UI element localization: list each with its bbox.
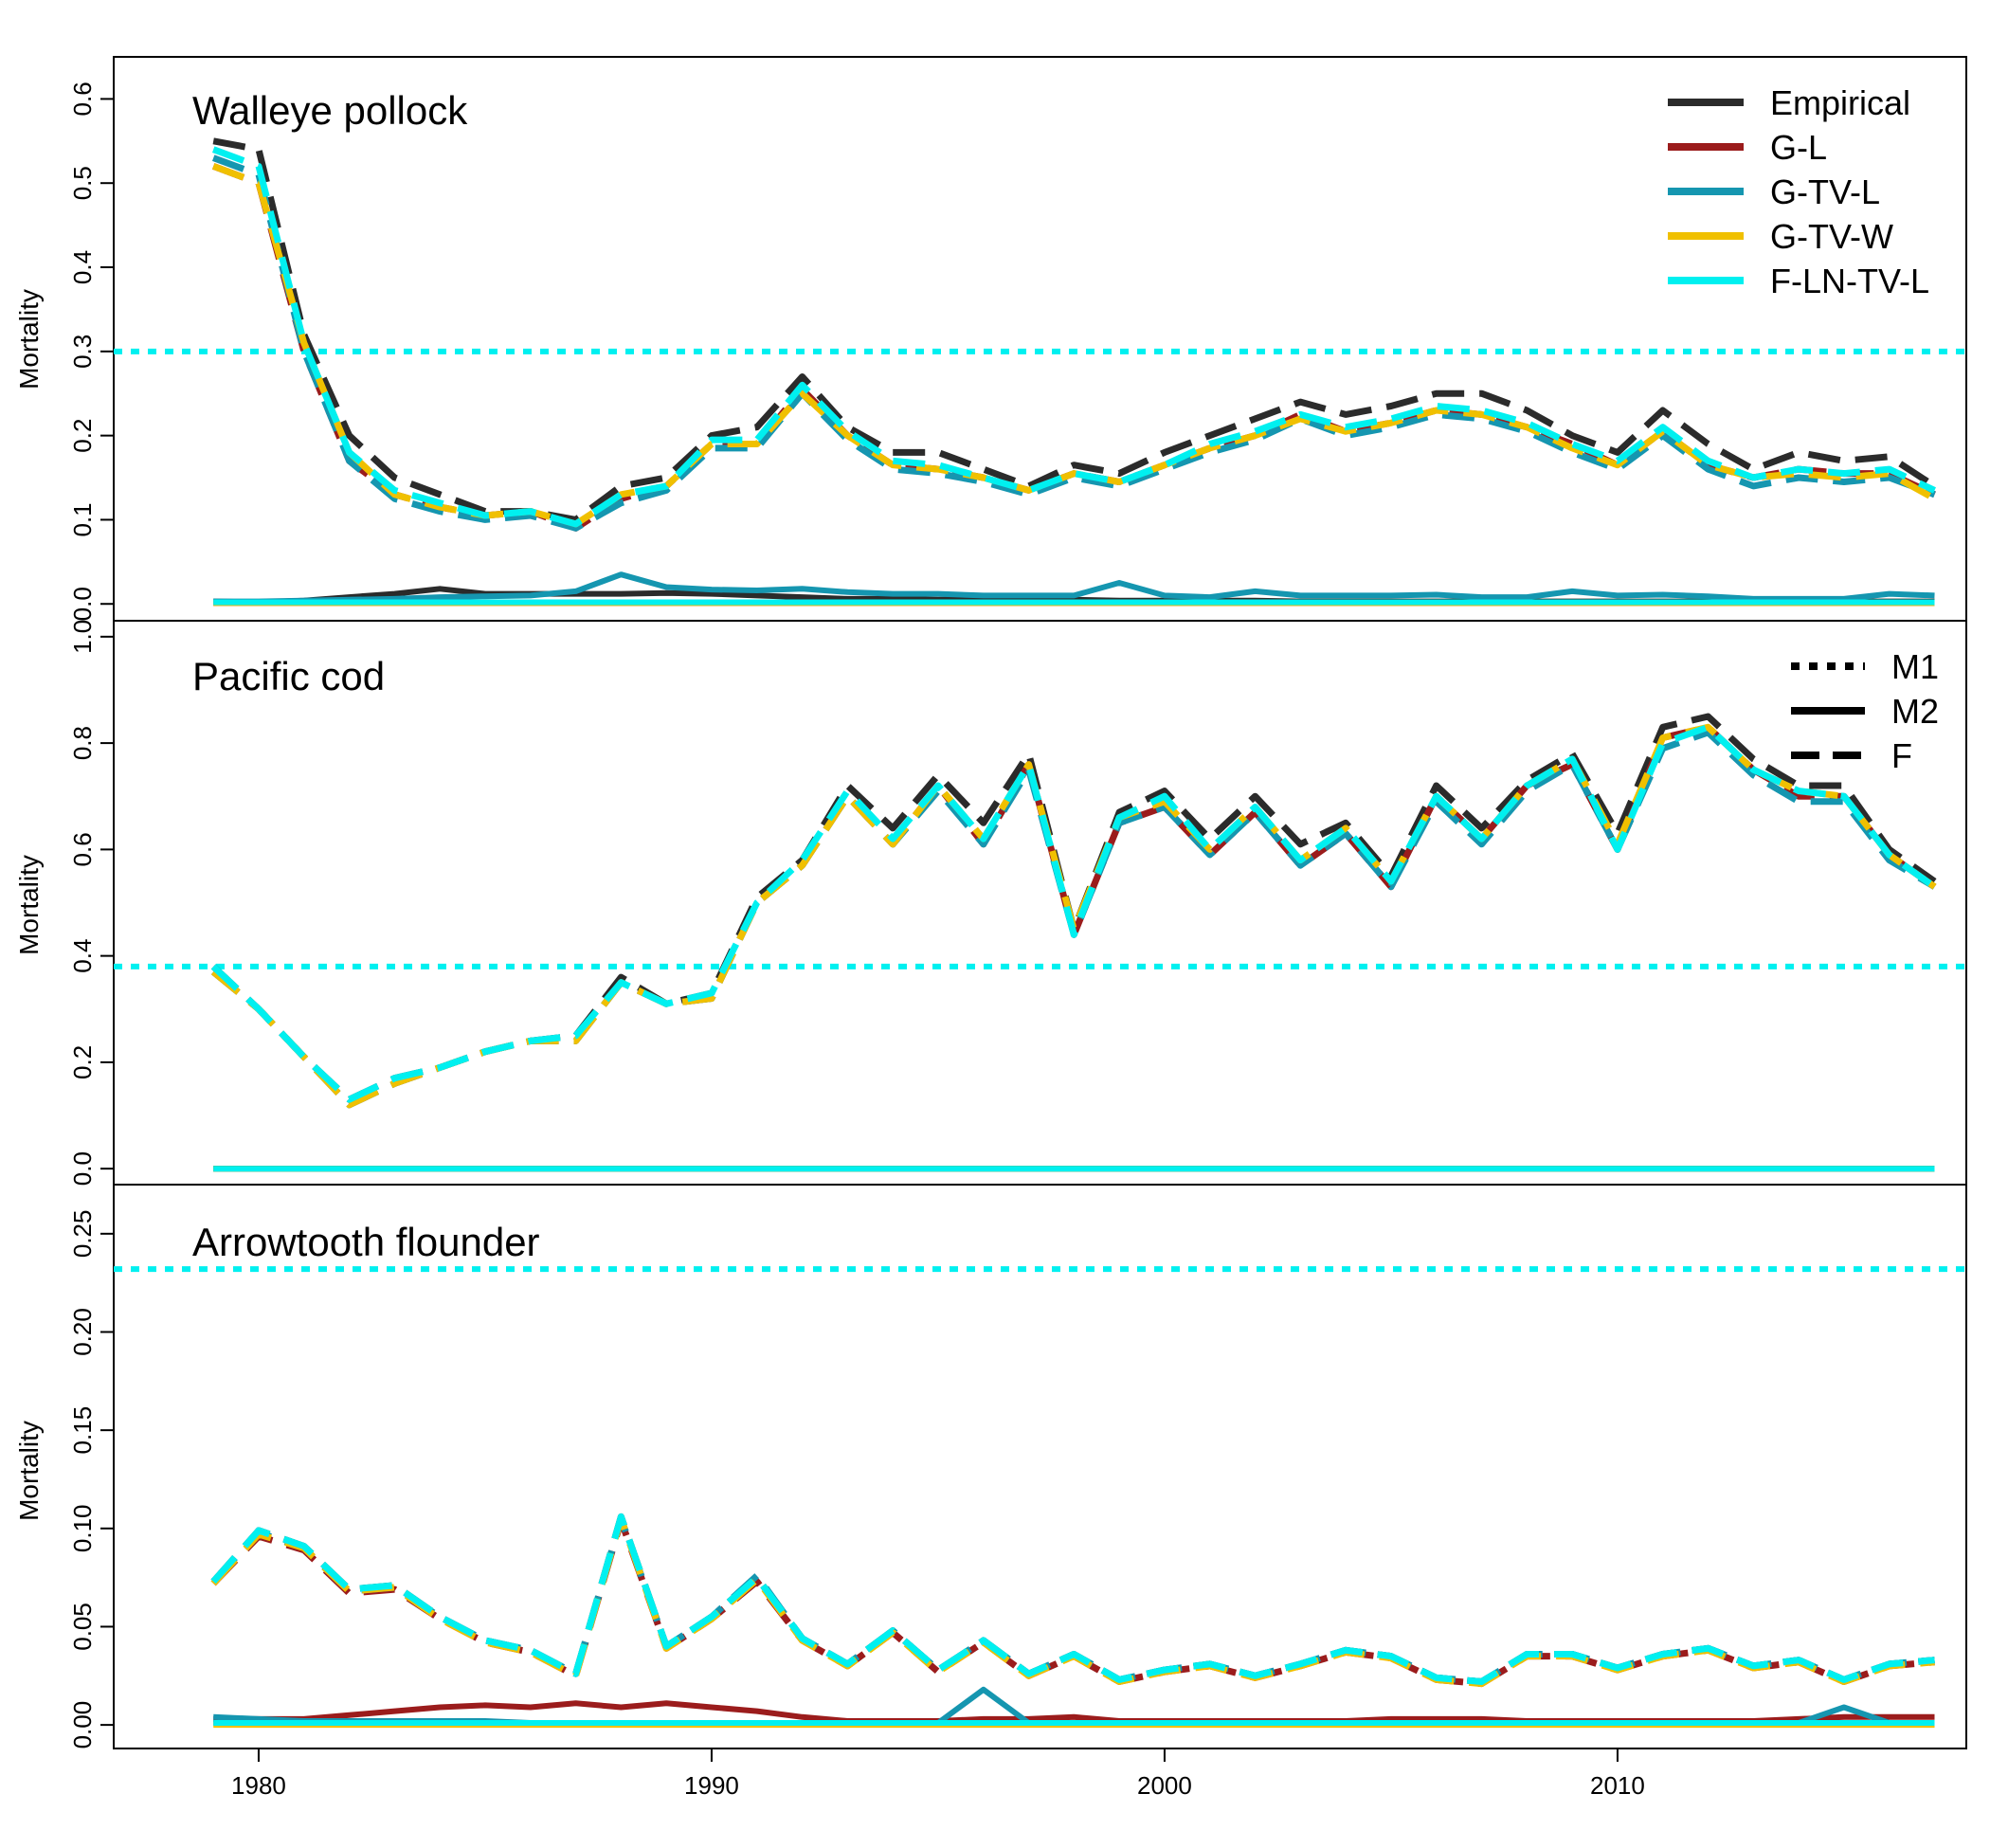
y-tick-label-walleye-pollock: 0.6 bbox=[68, 82, 97, 116]
y-tick-label-pacific-cod: 0.8 bbox=[68, 726, 97, 760]
y-tick-label-arrowtooth-flounder: 0.10 bbox=[68, 1505, 97, 1553]
panel-title-pacific-cod: Pacific cod bbox=[192, 654, 385, 698]
y-tick-label-arrowtooth-flounder: 0.00 bbox=[68, 1701, 97, 1749]
legend-label-m2: M2 bbox=[1891, 692, 1939, 731]
panel-arrowtooth-flounder: Arrowtooth flounder Mortality 0.00 0.05 0.… bbox=[14, 1184, 1967, 1749]
y-tick-label-arrowtooth-flounder: 0.05 bbox=[68, 1603, 97, 1651]
y-tick-label-walleye-pollock: 0.2 bbox=[68, 419, 97, 453]
plot-frame-walleye-pollock bbox=[113, 56, 1967, 622]
x-axis: 1980 1990 2000 2010 bbox=[231, 1748, 1645, 1800]
panel-walleye-pollock: Walleye pollock Mortality 0.0 0.1 0.2 0.3 0.… bbox=[14, 56, 1967, 622]
f-line-f-ln-tv-l-arrowtooth-flounder bbox=[210, 1513, 1935, 1685]
legend-label-g-tv-l: G-TV-L bbox=[1770, 172, 1880, 211]
f-line-g-tv-w-walleye-pollock bbox=[211, 163, 1937, 528]
y-tick-label-pacific-cod: 1.0 bbox=[68, 620, 97, 654]
panel-title-walleye-pollock: Walleye pollock bbox=[192, 88, 468, 133]
y-tick-label-pacific-cod: 0.4 bbox=[68, 939, 97, 973]
y-tick-label-pacific-cod: 0.2 bbox=[68, 1045, 97, 1079]
x-tick-label: 1980 bbox=[231, 1771, 286, 1800]
y-tick-label-walleye-pollock: 0.1 bbox=[68, 502, 97, 536]
legend-label-g-l: G-L bbox=[1770, 128, 1827, 167]
y-axis-title-pacific-cod: Mortality bbox=[14, 855, 44, 955]
y-tick-label-arrowtooth-flounder: 0.15 bbox=[68, 1406, 97, 1455]
legend-label-f-ln-tv-l: F-LN-TV-L bbox=[1770, 262, 1929, 300]
y-tick-label-pacific-cod: 0.0 bbox=[68, 1151, 97, 1186]
f-line-g-tv-w-arrowtooth-flounder bbox=[210, 1514, 1935, 1688]
m2-line-g-tv-l-walleye-pollock bbox=[213, 571, 1935, 605]
f-line-empirical-walleye-pollock bbox=[212, 137, 1937, 523]
plot-frame-pacific-cod bbox=[113, 620, 1967, 1186]
f-line-f-ln-tv-l-pacific-cod bbox=[210, 723, 1937, 1103]
f-line-g-l-pacific-cod bbox=[210, 723, 1937, 1109]
y-tick-label-walleye-pollock: 0.0 bbox=[68, 587, 97, 621]
panel-title-arrowtooth-flounder: Arrowtooth flounder bbox=[192, 1220, 540, 1264]
y-tick-label-arrowtooth-flounder: 0.25 bbox=[68, 1210, 97, 1259]
y-tick-label-walleye-pollock: 0.5 bbox=[68, 166, 97, 200]
y-tick-label-walleye-pollock: 0.4 bbox=[68, 250, 97, 284]
y-axis-title-walleye-pollock: Mortality bbox=[14, 289, 44, 390]
legend-label-empirical: Empirical bbox=[1770, 83, 1910, 122]
legend-mortality-types: M1 M2 F bbox=[1791, 647, 1939, 775]
legend-label-m1: M1 bbox=[1891, 647, 1939, 686]
panel-pacific-cod: Pacific cod Mortality 0.0 0.2 0.4 0.6 0.8 1.0 bbox=[14, 620, 1967, 1186]
plot-frame-arrowtooth-flounder bbox=[113, 1184, 1967, 1749]
y-tick-label-arrowtooth-flounder: 0.20 bbox=[68, 1308, 97, 1356]
y-axis-title-arrowtooth-flounder: Mortality bbox=[14, 1421, 44, 1521]
x-tick-label: 1990 bbox=[684, 1771, 739, 1800]
y-tick-label-pacific-cod: 0.6 bbox=[68, 832, 97, 866]
legend-label-f: F bbox=[1891, 736, 1912, 775]
f-line-g-tv-w-pacific-cod bbox=[210, 723, 1937, 1109]
f-line-empirical-pacific-cod bbox=[210, 713, 1937, 1103]
x-tick-label: 2000 bbox=[1137, 1771, 1192, 1800]
y-tick-label-walleye-pollock: 0.3 bbox=[68, 335, 97, 369]
legend-label-g-tv-w: G-TV-W bbox=[1770, 217, 1893, 256]
x-tick-label: 2010 bbox=[1590, 1771, 1645, 1800]
legend-models: Empirical G-L G-TV-L G-TV-W F-LN-TV-L bbox=[1668, 83, 1929, 300]
